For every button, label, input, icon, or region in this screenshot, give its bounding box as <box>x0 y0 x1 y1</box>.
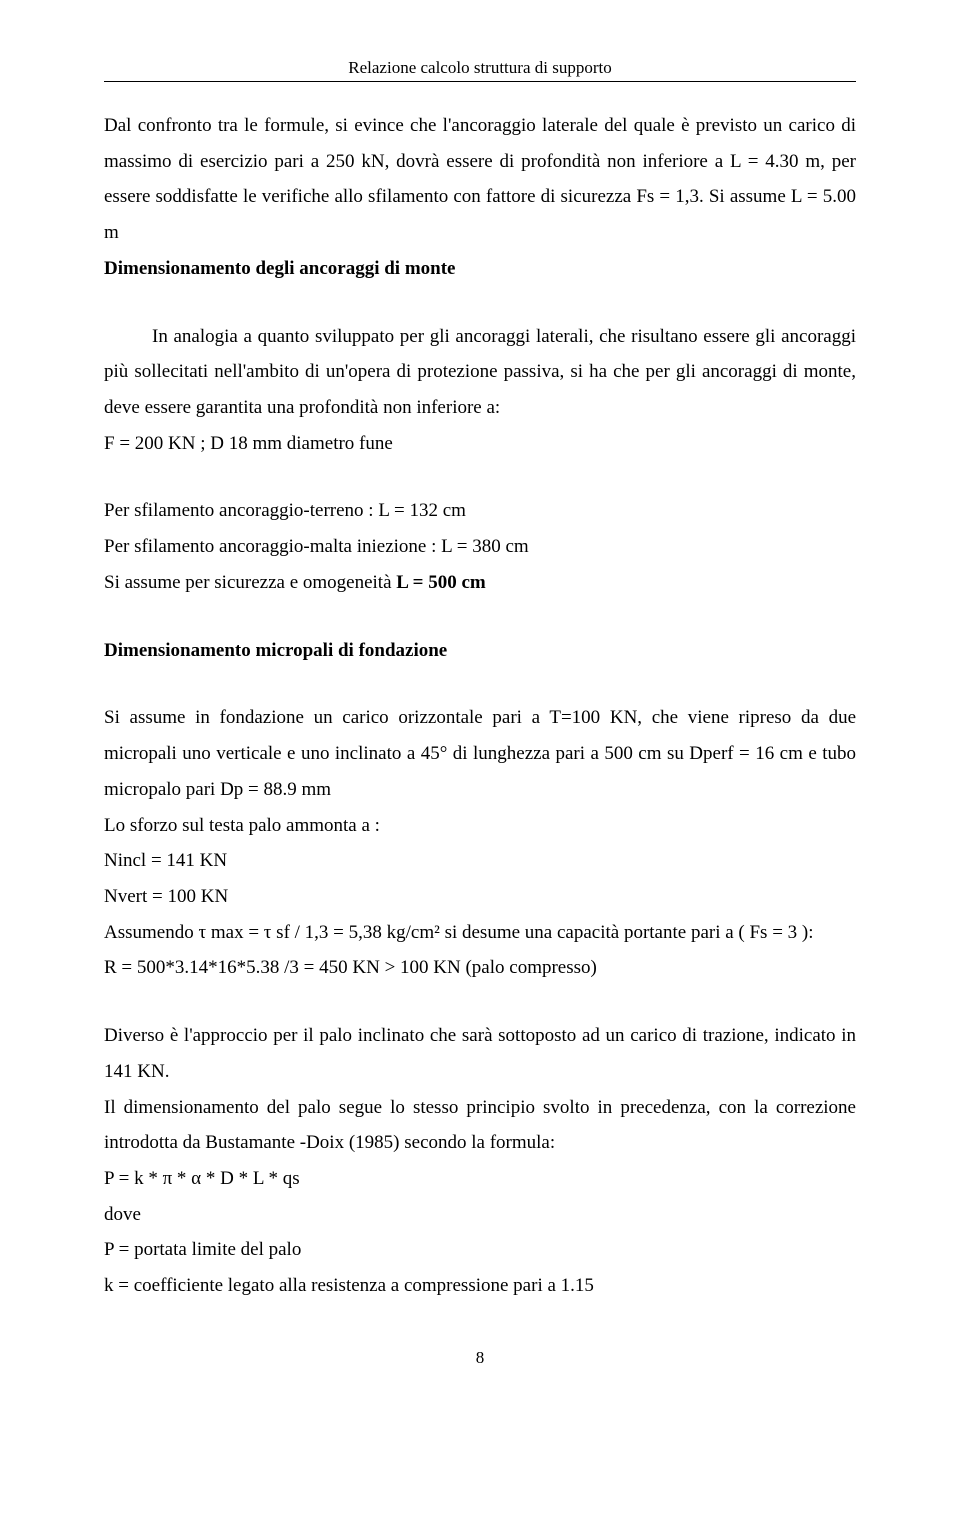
line-sfilamento-malta: Per sfilamento ancoraggio-malta iniezion… <box>104 529 856 565</box>
text-prefix: Si assume per sicurezza e omogeneità <box>104 572 396 593</box>
paragraph-2b: F = 200 KN ; D 18 mm diametro fune <box>104 426 856 462</box>
paragraph-10: Diverso è l'approccio per il palo inclin… <box>104 1018 856 1089</box>
line-assumendo: Assumendo τ max = τ sf / 1,3 = 5,38 kg/c… <box>104 915 856 951</box>
line-p-formula: P = k * π * α * D * L * qs <box>104 1161 856 1197</box>
header-rule <box>104 81 856 82</box>
spacer <box>104 287 856 319</box>
paragraph-4: Si assume in fondazione un carico orizzo… <box>104 700 856 807</box>
line-sfilamento-terreno: Per sfilamento ancoraggio-terreno : L = … <box>104 493 856 529</box>
line-r-formula: R = 500*3.14*16*5.38 /3 = 450 KN > 100 K… <box>104 950 856 986</box>
spacer <box>104 601 856 633</box>
line-nincl: Nincl = 141 KN <box>104 843 856 879</box>
line-sforzo: Lo sforzo sul testa palo ammonta a : <box>104 808 856 844</box>
paragraph-2: In analogia a quanto sviluppato per gli … <box>104 319 856 426</box>
text-bold-l500: L = 500 cm <box>396 572 485 593</box>
heading-micropali: Dimensionamento micropali di fondazione <box>104 633 856 669</box>
line-dove: dove <box>104 1197 856 1233</box>
line-nvert: Nvert = 100 KN <box>104 879 856 915</box>
line-p-portata: P = portata limite del palo <box>104 1232 856 1268</box>
paragraph-11: Il dimensionamento del palo segue lo ste… <box>104 1090 856 1161</box>
page-number: 8 <box>104 1348 856 1368</box>
line-k-coeff: k = coefficiente legato alla resistenza … <box>104 1268 856 1304</box>
spacer <box>104 668 856 700</box>
heading-ancoraggi-monte: Dimensionamento degli ancoraggi di monte <box>104 251 856 287</box>
spacer <box>104 986 856 1018</box>
paragraph-1: Dal confronto tra le formule, si evince … <box>104 108 856 251</box>
page-header-title: Relazione calcolo struttura di supporto <box>104 58 856 78</box>
spacer <box>104 461 856 493</box>
line-assume-sicurezza: Si assume per sicurezza e omogeneità L =… <box>104 565 856 601</box>
